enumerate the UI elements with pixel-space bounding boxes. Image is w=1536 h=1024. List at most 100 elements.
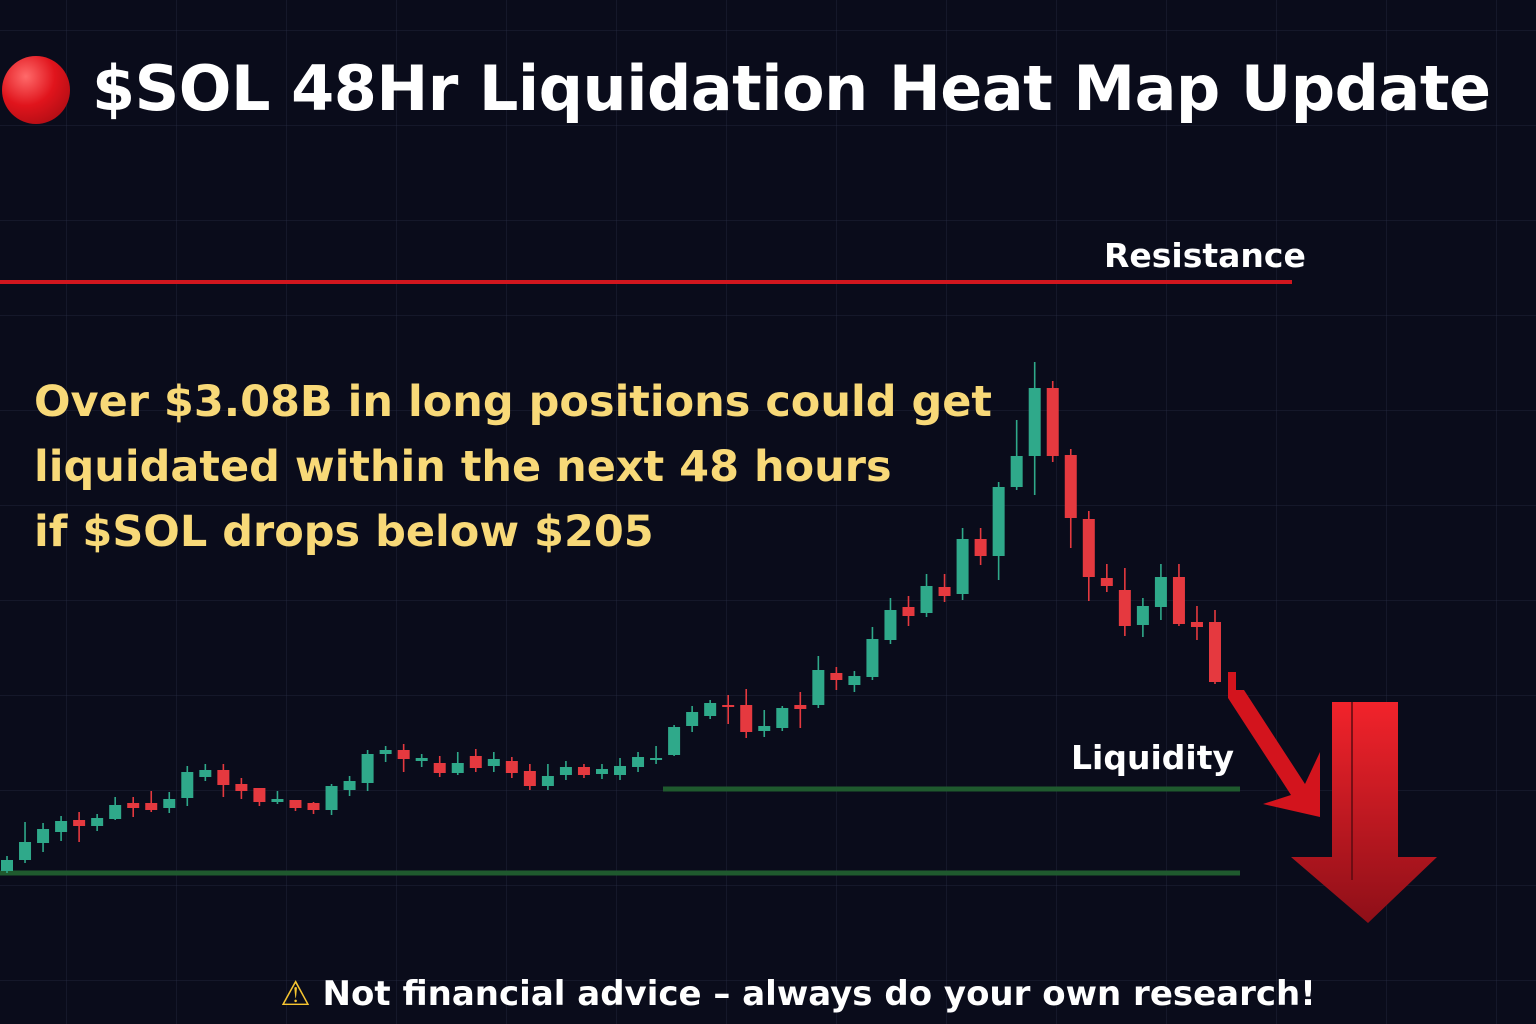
candle-body [487, 759, 500, 766]
candle-body [1190, 622, 1203, 627]
candle-body [1136, 606, 1149, 625]
candle-body [325, 786, 338, 810]
candle-body [812, 670, 825, 705]
candle-body [469, 756, 482, 768]
bullish-candle [595, 764, 608, 779]
bullish-candle [361, 750, 374, 791]
bearish-candle [1118, 568, 1131, 636]
bearish-candle [1082, 511, 1095, 601]
bullish-candle [1028, 362, 1041, 495]
bullish-candle [1, 856, 13, 873]
disclaimer: ⚠ Not financial advice – always do your … [0, 974, 1536, 1014]
bullish-candle [992, 482, 1005, 580]
bullish-candle [1154, 564, 1167, 620]
bullish-candle [758, 710, 771, 737]
bullish-candle [884, 598, 897, 644]
bullish-candle [668, 725, 681, 756]
bullish-candle [956, 528, 969, 600]
page-title: $SOL 48Hr Liquidation Heat Map Update [92, 52, 1491, 125]
candle-body [19, 842, 32, 860]
candle-body [1118, 590, 1131, 626]
candle-body [91, 818, 104, 826]
bearish-candle [577, 764, 590, 778]
candle-body [848, 676, 861, 685]
candle-body [992, 487, 1005, 556]
bullish-candle [920, 574, 933, 617]
bearish-candle [794, 692, 807, 728]
bullish-candle [199, 764, 212, 781]
bullish-candle [541, 764, 554, 790]
candle-body [55, 821, 68, 832]
bullish-candle [379, 746, 392, 762]
bullish-candle [109, 797, 122, 820]
bearish-candle [1064, 449, 1077, 548]
bearish-candle [1209, 610, 1221, 684]
bearish-candle [127, 797, 140, 817]
candle-body [1172, 577, 1185, 624]
candle-body [938, 587, 951, 596]
candle-body [595, 769, 608, 774]
candle-body [559, 767, 572, 775]
candle-body [505, 761, 518, 773]
candle-body [668, 727, 681, 755]
bullish-candle [812, 656, 825, 708]
candle-body [650, 758, 663, 760]
candle-body [379, 750, 392, 754]
bearish-candle [1100, 564, 1113, 592]
candle-body [884, 610, 897, 640]
candle-body [830, 673, 843, 680]
bearish-candle [217, 764, 230, 797]
bullish-candle [271, 791, 284, 804]
bullish-candle [1010, 420, 1023, 490]
candle-body [523, 771, 536, 786]
message-line: Over $3.08B in long positions could get [34, 377, 992, 427]
candle-body [956, 539, 969, 594]
candle-body [1100, 578, 1113, 586]
bearish-candle [1190, 606, 1203, 640]
candle-body [235, 784, 248, 791]
bearish-candle [1046, 381, 1059, 462]
candle-body [397, 750, 410, 759]
red-circle-icon [2, 56, 70, 124]
candle-body [343, 781, 356, 790]
candle-body [163, 799, 176, 808]
candle-body [722, 705, 735, 707]
candle-body [271, 799, 284, 802]
candle-body [974, 539, 987, 556]
bearish-candle [938, 574, 951, 602]
candle-body [37, 829, 50, 843]
bearish-candle [397, 744, 410, 772]
liquidity-label: Liquidity [1071, 738, 1234, 777]
candle-body [541, 776, 554, 786]
bullish-candle [325, 784, 338, 815]
bearish-candle [740, 689, 753, 738]
message-line: liquidated within the next 48 hours [34, 442, 892, 492]
candle-body [704, 703, 717, 716]
bullish-candle [1136, 598, 1149, 637]
candle-body [415, 758, 428, 761]
bearish-candle [235, 778, 248, 799]
bullish-candle [55, 816, 68, 841]
candle-body [1154, 577, 1167, 607]
bullish-candle [848, 671, 861, 692]
candle-body [1209, 622, 1221, 682]
bullish-candle [650, 746, 663, 764]
bearish-candle [902, 596, 915, 626]
candle-body [776, 708, 789, 728]
bullish-candle [37, 823, 50, 852]
candle-body [740, 705, 753, 732]
bullish-candle [163, 792, 176, 813]
candle-body [920, 586, 933, 613]
bearish-candle [830, 667, 843, 690]
candle-body [361, 754, 374, 783]
message-line: if $SOL drops below $205 [34, 507, 654, 557]
candle-body [199, 770, 212, 777]
bullish-candle [866, 627, 879, 680]
candle-body [1046, 388, 1059, 456]
disclaimer-text: Not financial advice – always do your ow… [322, 974, 1316, 1014]
candle-body [614, 766, 627, 775]
bearish-candle [145, 791, 158, 812]
candle-body [1064, 455, 1077, 518]
candle-body [451, 763, 464, 773]
candle-body [307, 803, 320, 810]
